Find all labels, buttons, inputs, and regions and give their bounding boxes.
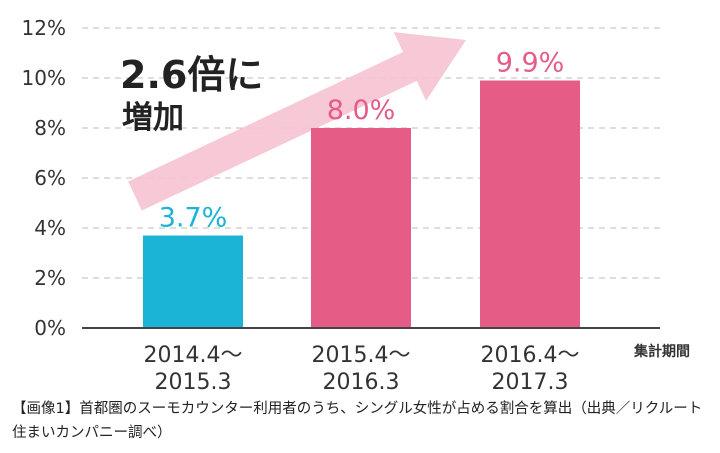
x-tick-label: 2016.3 bbox=[323, 370, 400, 395]
bar-chart: 0%2%4%6%8%10%12% 3.7%8.0%9.9% 2014.4～201… bbox=[22, 16, 690, 395]
y-tick-label: 4% bbox=[34, 216, 66, 240]
x-tick-label: 2017.3 bbox=[492, 370, 569, 395]
growth-arrow-shape bbox=[128, 32, 466, 211]
growth-arrow bbox=[128, 32, 466, 211]
bar bbox=[480, 80, 580, 328]
y-tick-label: 12% bbox=[22, 16, 66, 40]
x-tick-label: 2016.4～ bbox=[481, 343, 580, 368]
x-tick-label: 2015.3 bbox=[155, 370, 232, 395]
bar bbox=[311, 128, 411, 328]
y-tick-label: 6% bbox=[34, 166, 66, 190]
x-tick-label: 2014.4～ bbox=[144, 343, 243, 368]
data-label: 9.9% bbox=[496, 48, 565, 79]
figure-caption: 【画像1】首都圏のスーモカウンター利用者のうち、シングル女性が占める割合を算出（… bbox=[12, 401, 703, 441]
annotation-line-1: 2.6倍に bbox=[120, 53, 263, 97]
y-tick-label: 10% bbox=[22, 66, 66, 90]
data-label: 3.7% bbox=[159, 203, 228, 234]
bars bbox=[143, 80, 580, 328]
y-tick-label: 8% bbox=[34, 116, 66, 140]
y-axis-ticks: 0% 2% 4% 6% 8% 10% 12% bbox=[22, 16, 66, 340]
x-axis-label: 集計期間 bbox=[633, 343, 690, 360]
bar bbox=[143, 235, 243, 328]
annotation-line-2: 増加 bbox=[122, 100, 184, 136]
y-tick-label: 2% bbox=[34, 266, 66, 290]
data-label: 8.0% bbox=[327, 95, 396, 126]
y-tick-label: 0% bbox=[34, 316, 66, 340]
x-tick-label: 2015.4～ bbox=[312, 343, 411, 368]
x-axis-ticks: 2014.4～2015.3 2015.4～2016.3 2016.4～2017.3 bbox=[144, 343, 580, 395]
data-labels: 3.7% 8.0% 9.9% bbox=[159, 48, 565, 234]
